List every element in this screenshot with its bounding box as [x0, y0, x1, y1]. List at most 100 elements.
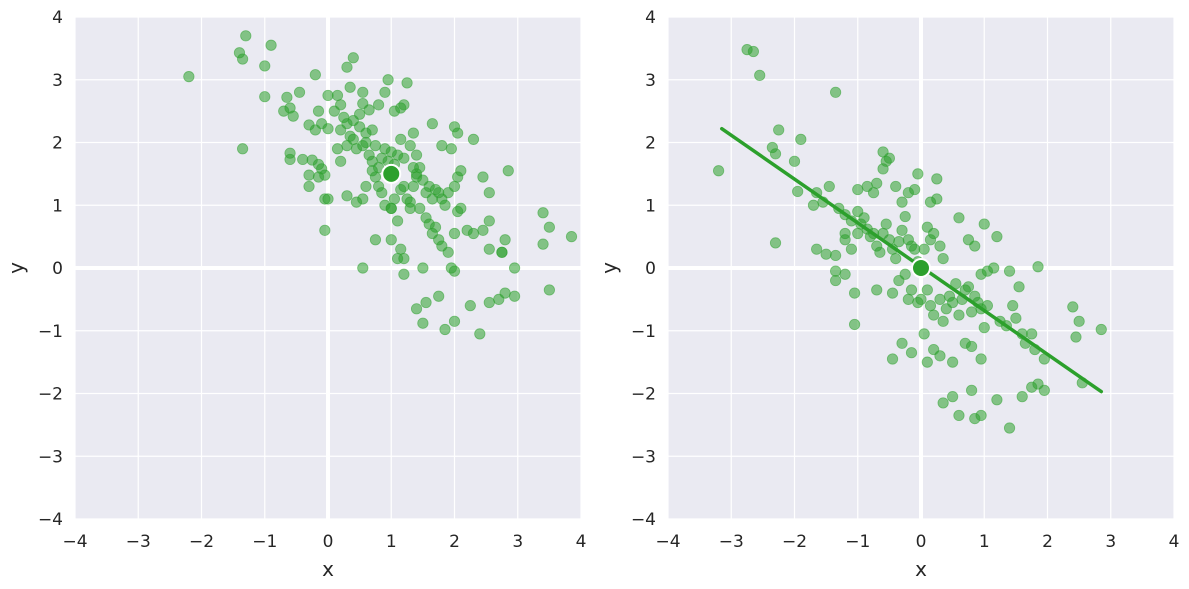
- scatter-point: [366, 124, 378, 136]
- scatter-point: [896, 196, 908, 208]
- scatter-point: [947, 391, 959, 403]
- scatter-point: [398, 180, 410, 193]
- scatter-point: [953, 409, 965, 422]
- scatter-point: [934, 240, 946, 252]
- scatter-point: [537, 207, 549, 219]
- scatter-point: [1026, 328, 1038, 340]
- scatter-point: [319, 169, 331, 181]
- scatter-point: [965, 340, 978, 353]
- scatter-point: [436, 140, 448, 152]
- scatter-point: [502, 165, 514, 177]
- scatter-point: [391, 215, 404, 227]
- scatter-point: [429, 221, 442, 233]
- scatter-point: [284, 153, 296, 166]
- scatter-point: [886, 287, 899, 299]
- y-tick-label: −2: [38, 385, 63, 405]
- scatter-point: [404, 202, 416, 214]
- scatter-point: [410, 303, 423, 315]
- scatter-point: [839, 268, 851, 280]
- scatter-point: [474, 328, 486, 340]
- scatter-point: [309, 69, 321, 81]
- scatter-point: [382, 74, 394, 86]
- scatter-point: [830, 86, 842, 98]
- scatter-point: [912, 168, 924, 180]
- scatter-point: [508, 290, 521, 302]
- scatter-point: [398, 152, 410, 164]
- scatter-point: [360, 180, 372, 193]
- scatter-point: [344, 81, 356, 93]
- scatter-point: [265, 39, 277, 51]
- scatter-point: [924, 300, 937, 312]
- scatter-point: [978, 322, 990, 334]
- scatter-point: [890, 180, 902, 193]
- scatter-point: [439, 199, 451, 211]
- regression-line: [720, 126, 1104, 394]
- scatter-point: [281, 91, 293, 103]
- scatter-point: [372, 99, 385, 111]
- scatter-point: [893, 236, 905, 248]
- scatter-point: [931, 193, 943, 205]
- y-tick-label: 2: [645, 134, 656, 154]
- scatter-point: [347, 133, 359, 145]
- scatter-point: [287, 110, 299, 122]
- scatter-point: [417, 262, 429, 274]
- scatter-point: [909, 243, 921, 255]
- scatter-point: [467, 133, 480, 145]
- scatter-point: [385, 234, 397, 246]
- scatter-point: [890, 252, 902, 265]
- scatter-point: [376, 187, 388, 199]
- scatter-point: [877, 146, 889, 158]
- scatter-point: [401, 77, 413, 89]
- scatter-point: [962, 281, 975, 293]
- mean-point: [381, 163, 402, 184]
- scatter-point: [792, 185, 804, 198]
- x-tick-label: −4: [655, 532, 680, 552]
- y-tick-label: −2: [631, 385, 656, 405]
- scatter-point: [565, 231, 578, 243]
- scatter-point: [915, 293, 927, 305]
- x-tick-label: −2: [189, 532, 214, 552]
- scatter-point: [918, 328, 930, 340]
- y-tick-label: 2: [52, 134, 63, 154]
- scatter-point: [407, 127, 419, 139]
- scatter-point: [965, 306, 978, 318]
- scatter-point: [237, 143, 249, 155]
- x-tick-label: 1: [979, 532, 990, 552]
- scatter-point: [905, 284, 918, 296]
- scatter-point: [820, 248, 832, 260]
- scatter-point: [928, 227, 940, 240]
- scatter-point: [360, 136, 372, 149]
- scatter-point: [391, 252, 404, 265]
- scatter-point: [830, 249, 842, 262]
- scatter-point: [452, 127, 464, 139]
- y-axis-label: y: [597, 262, 621, 274]
- y-tick-label: 4: [645, 8, 656, 28]
- scatter-point: [183, 71, 195, 83]
- scatter-point: [496, 246, 508, 258]
- scatter-point: [947, 356, 959, 368]
- scatter-point: [379, 86, 391, 98]
- scatter-point: [754, 69, 766, 81]
- scatter-point: [414, 162, 426, 174]
- scatter-point: [477, 171, 489, 183]
- scatter-point: [414, 202, 426, 214]
- scatter-point: [543, 221, 555, 233]
- y-tick-label: −4: [38, 510, 63, 530]
- scatter-point: [410, 149, 423, 161]
- scatter-point: [823, 180, 835, 193]
- scatter-point: [407, 180, 419, 193]
- scatter-point: [1007, 300, 1019, 312]
- scatter-point: [848, 287, 861, 299]
- scatter-point: [357, 193, 369, 205]
- x-tick-label: 0: [323, 532, 334, 552]
- scatter-point: [483, 243, 495, 255]
- scatter-point: [852, 183, 864, 196]
- scatter-point: [902, 293, 914, 305]
- scatter-point: [426, 118, 438, 130]
- x-tick-label: −2: [782, 532, 807, 552]
- scatter-point: [769, 148, 782, 160]
- scatter-point: [886, 353, 899, 365]
- mean-point: [911, 258, 931, 278]
- scatter-point: [918, 243, 930, 255]
- scatter-point: [934, 350, 946, 362]
